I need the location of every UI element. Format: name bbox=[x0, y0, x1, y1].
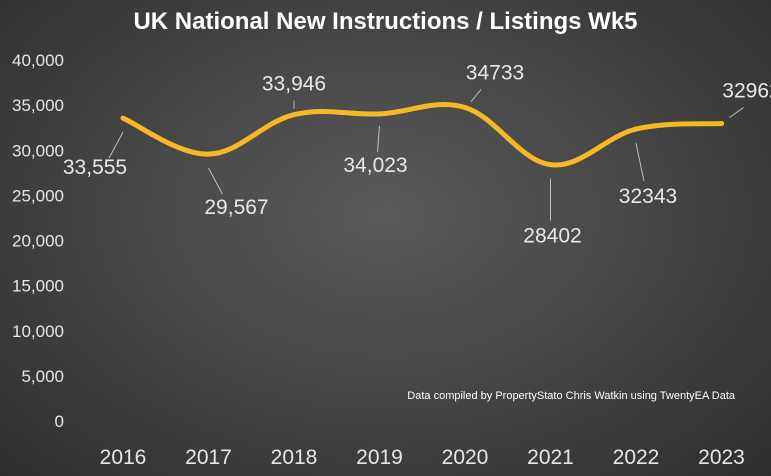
data-point bbox=[633, 126, 639, 132]
y-tick-label: 35,000 bbox=[12, 96, 64, 115]
source-note: Data compiled by PropertyStato Chris Wat… bbox=[407, 390, 736, 402]
data-label: 34,023 bbox=[343, 154, 407, 177]
y-tick-label: 40,000 bbox=[12, 51, 64, 70]
data-point bbox=[206, 151, 211, 157]
data-label: 32962 bbox=[722, 80, 771, 103]
data-point bbox=[462, 105, 468, 111]
x-tick-label: 2023 bbox=[698, 446, 745, 469]
data-label-leader bbox=[635, 143, 645, 182]
x-tick-label: 2016 bbox=[100, 446, 147, 469]
x-tick-label: 2019 bbox=[356, 446, 403, 469]
data-label: 33,946 bbox=[262, 73, 326, 96]
data-point bbox=[291, 112, 297, 118]
data-point bbox=[120, 115, 126, 121]
x-tick-label: 2018 bbox=[271, 446, 318, 469]
chart-title: UK National New Instructions / Listings … bbox=[133, 8, 638, 35]
data-label: 34733 bbox=[466, 62, 524, 85]
data-label-leader bbox=[108, 131, 124, 159]
data-label: 33,555 bbox=[63, 156, 127, 179]
data-label-leader bbox=[208, 167, 223, 195]
data-label-leader bbox=[377, 125, 380, 152]
x-tick-label: 2021 bbox=[527, 446, 574, 469]
x-tick-label: 2020 bbox=[442, 446, 489, 469]
data-point bbox=[377, 111, 382, 117]
data-point bbox=[548, 162, 553, 168]
data-point bbox=[719, 121, 724, 127]
y-tick-label: 20,000 bbox=[12, 232, 64, 251]
y-tick-label: 25,000 bbox=[12, 186, 64, 205]
data-label: 32343 bbox=[619, 185, 677, 208]
series-line bbox=[120, 102, 724, 168]
data-label: 29,567 bbox=[204, 196, 268, 219]
data-label-leader bbox=[729, 107, 744, 118]
y-tick-label: 10,000 bbox=[12, 322, 64, 341]
y-tick-label: 30,000 bbox=[12, 141, 64, 160]
x-tick-label: 2017 bbox=[185, 446, 232, 469]
x-tick-label: 2022 bbox=[613, 446, 660, 469]
y-tick-label: 5,000 bbox=[21, 367, 64, 386]
data-label: 28402 bbox=[523, 225, 581, 248]
y-tick-label: 0 bbox=[55, 412, 64, 431]
y-tick-label: 15,000 bbox=[12, 277, 64, 296]
data-label-leader bbox=[470, 89, 482, 102]
